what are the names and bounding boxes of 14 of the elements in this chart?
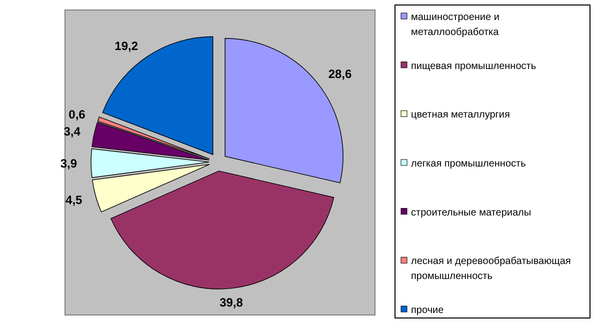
data-label: 4,5 (66, 193, 83, 208)
legend-label: строительные материалы (411, 207, 532, 218)
data-label: 28,6 (328, 67, 352, 82)
legend-label: прочие (411, 305, 444, 316)
data-label: 3,4 (64, 124, 81, 138)
data-label: 0,6 (68, 107, 86, 122)
data-label: 39,8 (220, 295, 244, 310)
legend-label: легкая промышленность (411, 158, 526, 170)
legend-label: машиностроение и металлообработка (411, 12, 500, 38)
data-label: 3,9 (60, 156, 78, 170)
legend-label: лесная и деревообрабатывающая промышленность (411, 256, 571, 282)
data-label: 19,2 (114, 38, 138, 53)
legend-label: пищевая промышленность (411, 60, 536, 72)
legend-label: цветная металлургия (411, 110, 510, 121)
